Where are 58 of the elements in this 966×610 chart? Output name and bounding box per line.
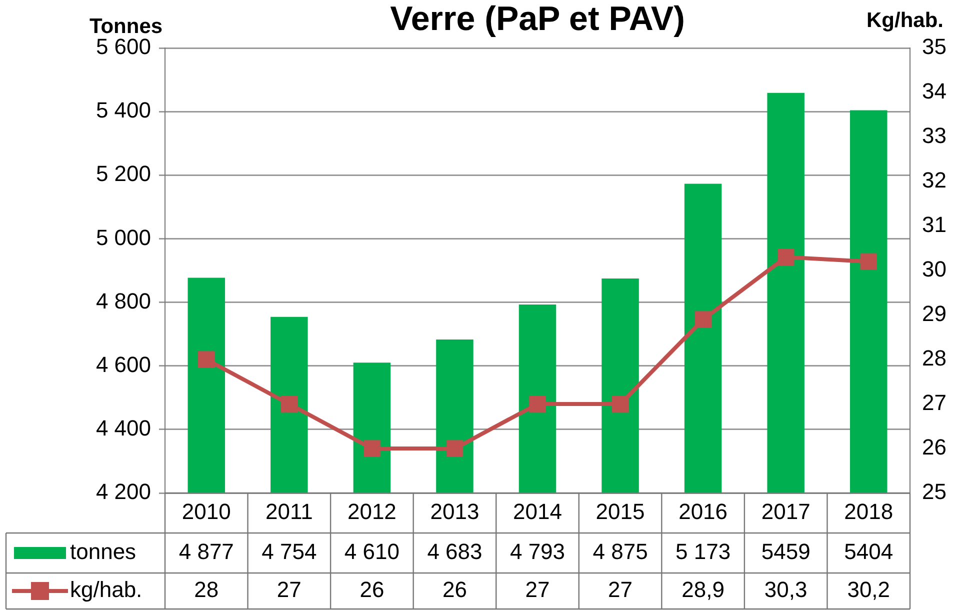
legend-label: kg/hab. (70, 577, 142, 602)
point (694, 311, 712, 328)
data-label: 30,3 (764, 577, 808, 602)
point (364, 440, 380, 457)
data-label: 27 (608, 577, 633, 602)
data-label: 4 877 (178, 539, 234, 564)
y2-tick-label: 29 (922, 301, 946, 326)
point (280, 396, 298, 412)
chart-title: Verre (PaP et PAV) (390, 0, 685, 38)
y-tick-label: 5 200 (96, 161, 151, 186)
data-label: 27 (525, 577, 550, 602)
data-label: 30,2 (847, 577, 890, 602)
y-tick-label: 4 200 (96, 479, 151, 504)
x-tick-label: 2012 (347, 499, 396, 524)
y2-tick-label: 30 (922, 256, 946, 282)
data-label: 4 875 (592, 539, 648, 564)
x-tick-label: 2018 (844, 499, 894, 524)
point (612, 396, 629, 412)
data-label: 5459 (761, 539, 810, 564)
point (198, 351, 215, 368)
point (446, 440, 464, 457)
data-label: 4 683 (427, 539, 482, 564)
x-tick-label: 2013 (430, 499, 480, 524)
y-tick-label: 5 000 (96, 224, 151, 250)
data-label: 26 (442, 577, 467, 602)
data-label: 5404 (844, 539, 894, 564)
x-tick-label: 2015 (596, 499, 645, 524)
x-tick-label: 2010 (182, 499, 231, 524)
x-tick-label: 2017 (761, 499, 810, 524)
point (777, 248, 794, 266)
point (529, 396, 546, 412)
data-label: 4 793 (510, 539, 566, 564)
y2-tick-label: 28 (922, 346, 946, 371)
data-label: 28 (194, 577, 219, 602)
y2-tick-label: 33 (922, 123, 946, 148)
y2-axis-title: Kg/hab. (866, 9, 944, 32)
data-label: 5 173 (676, 539, 731, 564)
y2-tick-label: 35 (922, 34, 946, 60)
y-tick-label: 4 800 (96, 288, 151, 314)
data-label: 26 (360, 577, 384, 602)
x-tick-label: 2014 (513, 499, 562, 524)
y2-tick-label: 25 (922, 479, 946, 504)
data-label: 4 610 (344, 539, 400, 564)
data-label: 4 754 (262, 539, 317, 564)
y-tick-label: 5 400 (96, 98, 151, 123)
x-tick-label: 2011 (266, 499, 313, 524)
y2-tick-label: 31 (922, 212, 946, 238)
y2-tick-label: 32 (922, 168, 946, 193)
point (860, 253, 877, 270)
data-label: 28,9 (682, 577, 724, 602)
y2-tick-label: 26 (922, 434, 946, 460)
y-tick-label: 4 400 (96, 415, 151, 440)
legend-label: tonnes (70, 539, 136, 564)
x-tick-label: 2016 (678, 499, 728, 524)
data-label: 27 (276, 577, 302, 602)
y-tick-label: 4 600 (96, 352, 151, 377)
y2-tick-label: 34 (922, 78, 946, 104)
y2-tick-label: 27 (922, 390, 946, 416)
